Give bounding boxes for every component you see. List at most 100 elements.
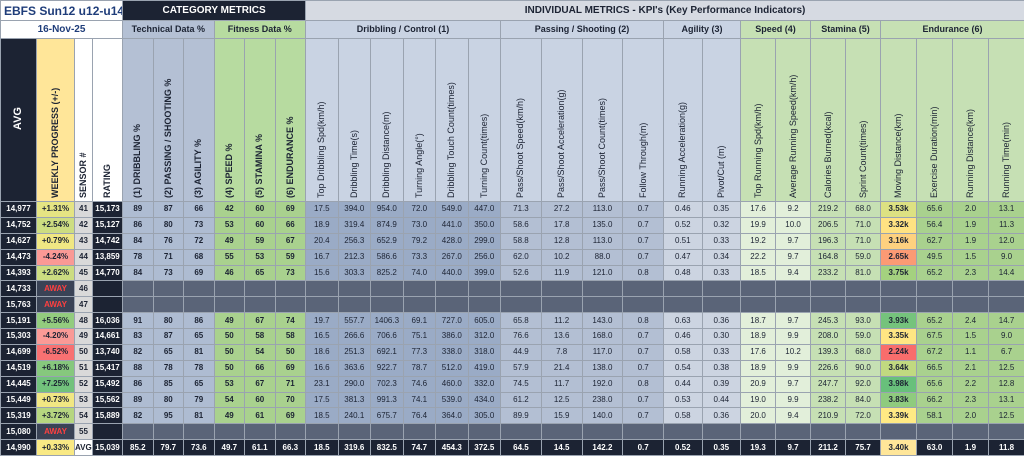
empty-cell — [244, 296, 276, 314]
empty-cell — [91, 280, 124, 298]
column-header-text: Dribbling Touch Count(times) — [446, 82, 457, 198]
cell: 55 — [74, 423, 93, 441]
cell: 59 — [274, 248, 307, 266]
cell: 6.7 — [988, 343, 1024, 361]
cell: 86 — [122, 216, 154, 234]
cell: 399.0 — [467, 264, 502, 282]
cell: -4.20% — [36, 328, 75, 345]
cell: 73.0 — [402, 216, 437, 234]
cell: 85 — [152, 375, 185, 393]
cell: 53 — [213, 216, 246, 234]
cell: 62.0 — [500, 248, 542, 266]
empty-cell — [581, 280, 624, 298]
cell: 240.1 — [337, 407, 372, 425]
cell: 74.0 — [402, 264, 437, 282]
cell: 0.8 — [622, 375, 665, 393]
cell: 312.0 — [467, 328, 502, 345]
cell: 0.53 — [663, 391, 703, 409]
cell: +0.73% — [36, 391, 75, 409]
column-header: Running Acceleration(g) — [663, 38, 703, 202]
cell: 9.9 — [775, 359, 812, 377]
cell: 212.3 — [337, 248, 372, 266]
cell: 303.3 — [337, 264, 372, 282]
cell: 121.0 — [581, 264, 624, 282]
cell: 363.6 — [337, 359, 372, 377]
cell: 299.0 — [467, 232, 502, 250]
cell: 15.9 — [540, 407, 583, 425]
cell: 52.6 — [500, 264, 542, 282]
empty-cell — [244, 280, 276, 298]
cell: 1.9 — [952, 232, 990, 250]
cell: 2.0 — [952, 407, 990, 425]
cell: 59.0 — [845, 248, 882, 266]
cell: 83 — [122, 328, 154, 345]
empty-cell — [740, 296, 777, 314]
cell: +5.56% — [36, 312, 75, 329]
cell: 51 — [74, 359, 93, 377]
cell: 305.0 — [467, 407, 502, 425]
column-header-text: (4) SPEED % — [223, 143, 234, 198]
column-header: Calories Burned(kcal) — [810, 38, 847, 202]
cell: 0.44 — [701, 391, 742, 409]
cell: 549.0 — [435, 201, 469, 218]
empty-cell — [810, 280, 847, 298]
cell: 79.2 — [402, 232, 437, 250]
cell: 3.53k — [880, 201, 918, 218]
cell: 338.0 — [435, 343, 469, 361]
cell: 71 — [274, 375, 307, 393]
cell: 14,473 — [0, 248, 37, 266]
cell: 44 — [74, 248, 93, 266]
empty-cell — [435, 423, 469, 441]
empty-cell — [370, 296, 404, 314]
cell: 50 — [74, 343, 93, 361]
cell: 0.32 — [701, 216, 742, 234]
cell: 65 — [152, 343, 185, 361]
cell: +0.33% — [36, 439, 75, 456]
cell: 48 — [74, 312, 93, 329]
cell: 247.7 — [810, 375, 847, 393]
empty-cell — [622, 280, 665, 298]
table-body: 14,977 +1.31% 41 15,173 89 87 66 42 60 69 17.5 394.… — [0, 201, 1024, 456]
empty-cell — [467, 423, 502, 441]
empty-cell — [540, 423, 583, 441]
empty-cell — [880, 423, 918, 441]
cell: 62.7 — [916, 232, 954, 250]
empty-cell — [845, 423, 882, 441]
cell: 14,990 — [0, 439, 37, 456]
empty-cell — [274, 280, 307, 298]
cell: 1.5 — [952, 328, 990, 345]
cell: 11.9 — [540, 264, 583, 282]
cell: 67 — [274, 232, 307, 250]
cell: 0.7 — [622, 328, 665, 345]
cell: 142.2 — [581, 439, 624, 456]
cell: +1.31% — [36, 201, 75, 218]
cell: 9.7 — [775, 312, 812, 329]
data-row: 14,977 +1.31% 41 15,173 89 87 66 42 60 69 17.5 394.… — [0, 201, 1024, 218]
empty-cell — [122, 296, 154, 314]
column-header-text: Calories Burned(kcal) — [822, 111, 833, 198]
cell: 226.6 — [810, 359, 847, 377]
data-row: 15,303 -4.20% 49 14,661 83 87 65 50 58 58 16.5 266.… — [0, 328, 1024, 345]
cell: 0.8 — [622, 264, 665, 282]
cell: 20.4 — [305, 232, 339, 250]
cell: 54 — [74, 407, 93, 425]
cell: 65 — [244, 264, 276, 282]
empty-cell — [402, 280, 437, 298]
empty-cell — [305, 423, 339, 441]
cell: 56.4 — [916, 216, 954, 234]
cell: 46 — [213, 264, 246, 282]
cell: 11.8 — [988, 439, 1024, 456]
cell: 381.3 — [337, 391, 372, 409]
empty-cell — [810, 423, 847, 441]
cell: 58.6 — [500, 216, 542, 234]
empty-cell — [810, 296, 847, 314]
column-header: (1) DRIBBLING % — [122, 38, 154, 202]
cell: 512.0 — [435, 359, 469, 377]
cell: 13.1 — [988, 201, 1024, 218]
empty-cell — [305, 296, 339, 314]
empty-cell — [467, 296, 502, 314]
cell: 3.39k — [880, 407, 918, 425]
cell: 441.0 — [435, 216, 469, 234]
column-header: Turning Angle(°) — [402, 38, 437, 202]
cell: 332.0 — [467, 375, 502, 393]
